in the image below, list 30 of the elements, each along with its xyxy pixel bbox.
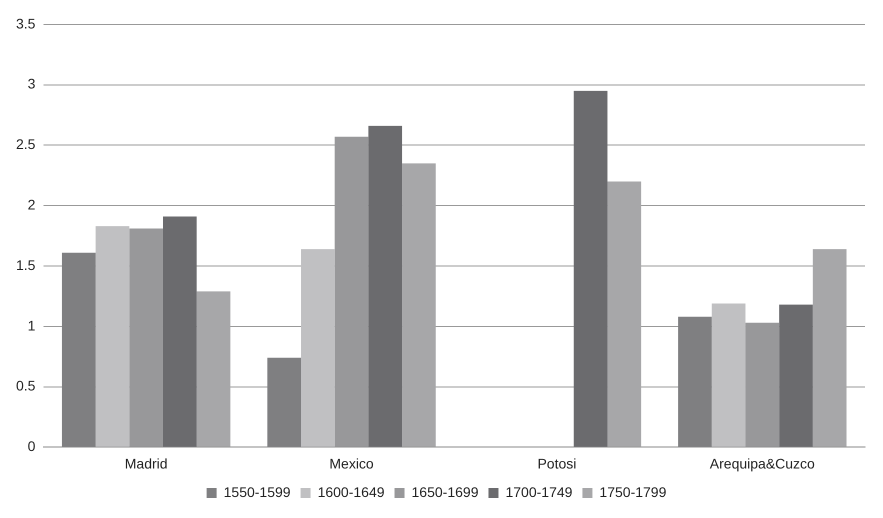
bar — [196, 291, 230, 447]
bar — [129, 228, 163, 447]
y-tick-label: 3 — [28, 76, 36, 92]
legend-label: 1600-1649 — [318, 484, 385, 500]
x-tick-label: Arequipa&Cuzco — [710, 455, 816, 472]
bar — [96, 226, 130, 447]
y-tick-label: 2 — [28, 196, 36, 212]
x-tick-label: Potosi — [537, 455, 576, 472]
legend-label: 1750-1799 — [599, 484, 667, 500]
legend-label: 1650-1699 — [412, 484, 479, 500]
y-tick-label: 0.5 — [16, 378, 36, 394]
y-tick-label: 1.5 — [16, 256, 36, 273]
bar — [812, 249, 847, 447]
y-tick-label: 1 — [28, 317, 36, 334]
legend-label: 1700-1749 — [505, 484, 573, 500]
bar — [712, 303, 746, 447]
bar — [162, 216, 197, 447]
bar — [301, 249, 335, 447]
x-tick-label: Madrid — [124, 455, 168, 472]
bar — [368, 126, 402, 447]
bar — [745, 322, 780, 447]
x-tick-label: Mexico — [329, 455, 374, 472]
bar — [574, 90, 608, 447]
y-tick-label: 2.5 — [16, 136, 36, 152]
bar — [779, 304, 813, 447]
y-tick-label: 0 — [28, 438, 36, 454]
y-tick-label: 3.5 — [16, 15, 36, 32]
bar — [402, 163, 436, 447]
legend-label: 1550-1599 — [224, 484, 291, 500]
bar — [607, 181, 642, 447]
